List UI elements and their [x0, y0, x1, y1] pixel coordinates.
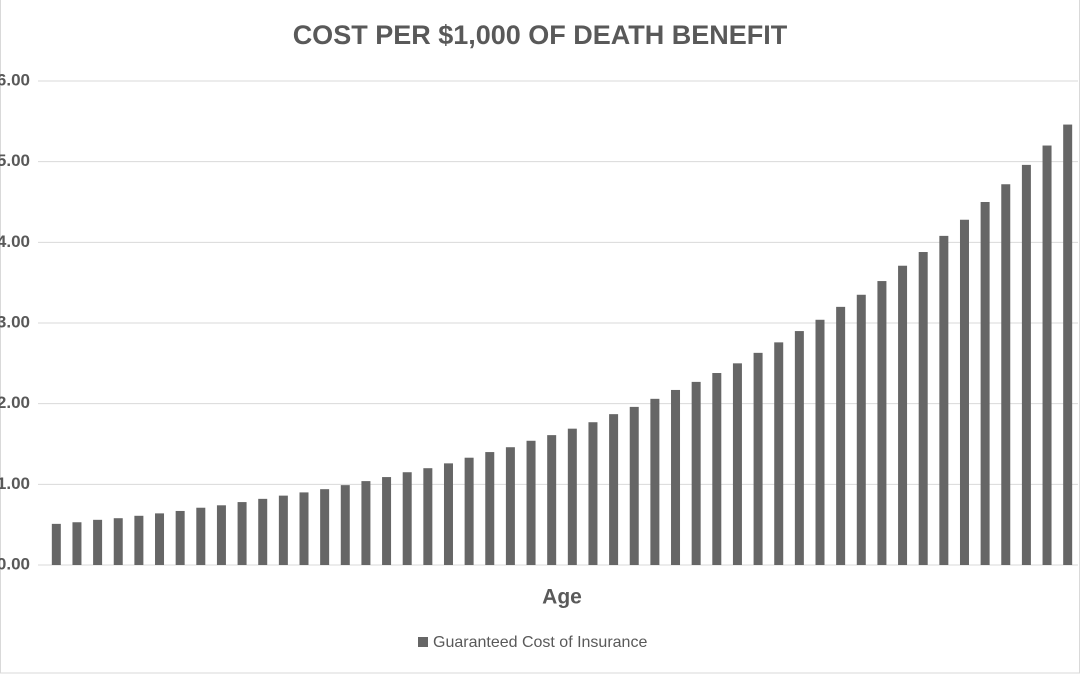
bar: [671, 389, 681, 565]
bar: [340, 485, 350, 565]
bar: [258, 498, 268, 565]
bar: [155, 513, 165, 565]
bar: [959, 219, 969, 565]
bar: [402, 472, 412, 565]
bar: [939, 235, 949, 565]
bar: [753, 352, 763, 565]
x-axis-label: Age: [542, 586, 582, 609]
bar: [443, 463, 453, 565]
bar: [320, 489, 330, 565]
bar: [485, 452, 495, 565]
bar: [547, 435, 557, 565]
bar: [237, 502, 247, 565]
bar: [712, 373, 722, 565]
bar: [815, 319, 825, 565]
bar: [464, 457, 474, 565]
bar: [856, 294, 866, 565]
bar: [609, 414, 619, 565]
bar: [691, 381, 701, 565]
bar: [1042, 145, 1052, 566]
y-tick-label: $3.00: [0, 312, 30, 331]
y-tick-label: $1.00: [0, 474, 30, 493]
bar: [877, 281, 887, 565]
y-tick-label: $5.00: [0, 151, 30, 170]
bar: [980, 202, 990, 565]
bar: [774, 342, 784, 565]
bar: [423, 468, 433, 565]
legend-swatch: [418, 637, 428, 647]
bar: [113, 518, 123, 565]
bar: [51, 523, 61, 565]
legend-label: Guaranteed Cost of Insurance: [433, 634, 647, 651]
bar: [629, 406, 639, 565]
bar: [836, 306, 846, 565]
bar: [134, 515, 144, 565]
bar: [918, 252, 928, 565]
bar: [278, 495, 288, 565]
bar: [72, 522, 82, 565]
bar: [588, 422, 598, 565]
bar: [93, 519, 103, 565]
bar: [1021, 164, 1031, 566]
y-tick-label: $2.00: [0, 393, 30, 412]
bar: [505, 447, 515, 565]
bar: [299, 492, 309, 565]
bar: [175, 510, 185, 565]
bar: [382, 477, 392, 565]
bar: [1001, 184, 1011, 565]
chart-title: COST PER $1,000 OF DEATH BENEFIT: [293, 20, 788, 50]
bar: [526, 440, 536, 565]
bar: [794, 331, 804, 565]
bar: [1063, 124, 1073, 565]
bar: [650, 398, 660, 565]
bar: [216, 505, 226, 565]
y-tick-label: $0.00: [0, 554, 30, 573]
bar: [732, 363, 742, 565]
bar: [898, 265, 908, 565]
y-tick-label: $6.00: [0, 70, 30, 89]
y-tick-label: $4.00: [0, 232, 30, 251]
bar: [361, 481, 371, 565]
bar: [567, 428, 577, 565]
bar: [196, 507, 206, 565]
